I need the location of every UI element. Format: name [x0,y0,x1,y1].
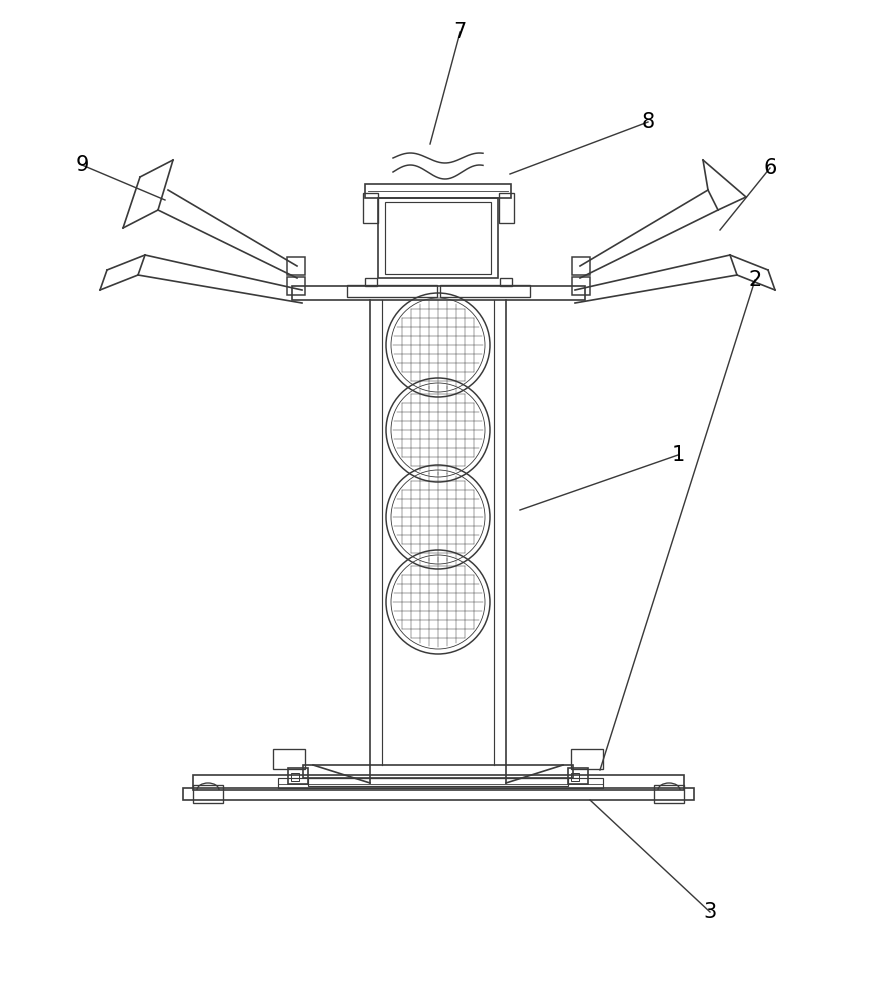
Bar [363,193,378,223]
Bar [378,198,498,278]
Bar [654,785,684,803]
Bar [499,193,514,223]
Text: 3: 3 [703,902,717,922]
Text: 9: 9 [75,155,89,175]
Bar [572,277,590,295]
Text: 6: 6 [763,158,777,178]
Text: 1: 1 [672,445,685,465]
Bar [287,257,305,275]
Bar [440,285,530,297]
Bar [365,184,511,198]
Bar [278,778,603,788]
Bar [572,257,590,275]
Bar [287,277,305,295]
Bar [500,278,512,286]
Bar [385,202,491,274]
Text: 2: 2 [748,270,761,290]
Bar [308,778,568,786]
Text: 7: 7 [453,22,467,42]
Bar [183,788,694,800]
Bar [571,773,579,781]
Bar [193,785,223,803]
Bar [303,765,573,778]
Bar [568,768,588,784]
Text: 8: 8 [641,112,654,132]
Bar [347,285,437,297]
Bar [273,749,305,769]
Bar [288,768,308,784]
Bar [291,773,299,781]
Bar [193,775,684,790]
Bar [571,749,603,769]
Bar [365,278,377,286]
Bar [292,286,585,300]
